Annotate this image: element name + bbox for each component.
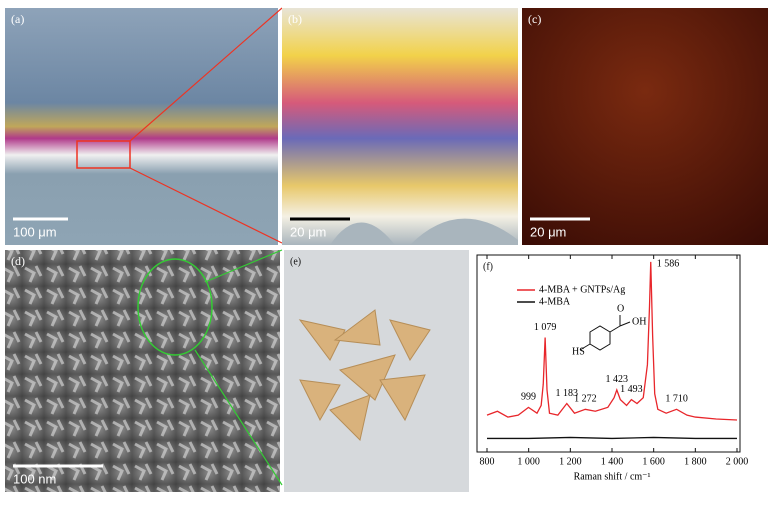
image-d [5, 250, 280, 492]
nanostructure [298, 309, 431, 441]
zoom-line [129, 7, 283, 142]
panel-label: (f) [483, 261, 493, 272]
panel-label: (a) [11, 12, 24, 26]
x-axis-title: Raman shift / cm⁻¹ [574, 471, 651, 482]
x-tick-label: 1 600 [642, 456, 665, 467]
zoom-line [194, 349, 283, 486]
image-b [282, 8, 518, 245]
peak-label: 1 586 [657, 258, 680, 269]
image-a [5, 8, 278, 245]
zoom-box [76, 140, 131, 169]
peak-label: 999 [521, 392, 536, 403]
image-c [522, 8, 768, 245]
x-tick-label: 1 800 [684, 456, 707, 467]
peak-label: 1 493 [620, 384, 643, 395]
zoom-ellipse [137, 258, 213, 356]
x-tick-label: 2 000 [726, 456, 749, 467]
panel-label: (c) [528, 12, 541, 26]
peak-label: 1 710 [665, 394, 688, 405]
zoom-line [204, 249, 283, 283]
image-b-feature [330, 218, 518, 245]
x-tick-label: 1 000 [517, 456, 540, 467]
line-series [487, 436, 737, 440]
scale-label: 100 μm [13, 224, 57, 239]
legend-label: 4-MBA + GNTPs/Ag [539, 284, 625, 295]
scale-label: 20 μm [290, 224, 326, 239]
structure-label: OH [632, 316, 646, 327]
legend-label: 4-MBA [539, 296, 571, 307]
molecule [579, 315, 631, 351]
zoom-line [129, 167, 283, 244]
peak-label: 1 423 [606, 374, 629, 385]
panel-label: (b) [288, 12, 302, 26]
x-tick-label: 800 [480, 456, 495, 467]
panel-label: (e) [290, 256, 301, 267]
scale-label: 100 nm [13, 471, 56, 486]
x-tick-label: 1 200 [559, 456, 582, 467]
scale-label: 20 μm [530, 224, 566, 239]
peak-label: 1 183 [556, 388, 579, 399]
plot-frame [476, 254, 741, 453]
peak-label: 1 079 [534, 322, 557, 333]
structure-label: HS [572, 346, 585, 357]
x-tick-label: 1 400 [601, 456, 624, 467]
panel-label: (d) [11, 254, 25, 268]
line-series [486, 261, 738, 421]
peak-label: 1 272 [574, 394, 597, 405]
structure-label: O [617, 303, 624, 314]
